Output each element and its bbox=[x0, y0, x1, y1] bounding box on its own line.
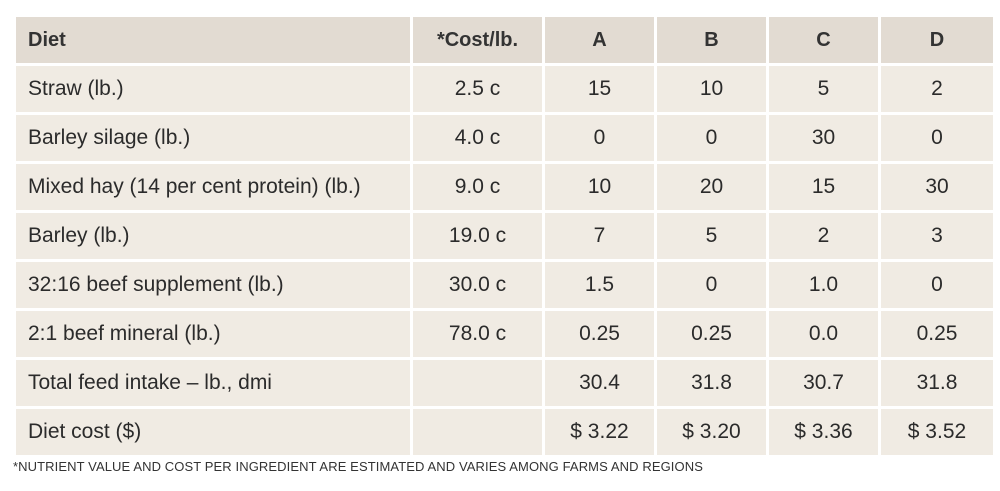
diet-name-label: Mixed hay (14 per cent protein) (lb.) bbox=[28, 175, 361, 198]
cost-per-lb-cell: 9.0 c bbox=[413, 164, 542, 210]
diet-name-label: Barley silage (lb.) bbox=[28, 126, 191, 149]
diet-c-value-cell: 15 bbox=[769, 164, 878, 210]
header-diet-d: D bbox=[881, 17, 993, 63]
diet-b-value-cell: 20 bbox=[657, 164, 766, 210]
diet-b-value-cell: 5 bbox=[657, 213, 766, 259]
table-row: 2:1 beef mineral (lb.) 78.0 c 0.25 0.25 0.0 0… bbox=[16, 311, 993, 357]
diet-c-value-cell: $ 3.36 bbox=[769, 409, 878, 455]
diet-a-value-cell: 7 bbox=[545, 213, 654, 259]
diet-c-value-cell: 2 bbox=[769, 213, 878, 259]
diet-a-value-cell: $ 3.22 bbox=[545, 409, 654, 455]
diet-d-value-cell: 2 bbox=[881, 66, 993, 112]
diet-name-cell: Barley silage (lb.) bbox=[16, 115, 410, 161]
cost-per-lb-cell bbox=[413, 360, 542, 406]
diet-a-value-cell: 0 bbox=[545, 115, 654, 161]
diet-name-cell: Total feed intake – lb., dmi bbox=[16, 360, 410, 406]
diet-a-value-cell: 15 bbox=[545, 66, 654, 112]
table-row: Total feed intake – lb., dmi 30.4 31.8 30.7… bbox=[16, 360, 993, 406]
footnote: *NUTRIENT VALUE AND COST PER INGREDIENT … bbox=[13, 459, 703, 474]
header-diet: Diet bbox=[16, 17, 410, 63]
diet-c-value-cell: 30 bbox=[769, 115, 878, 161]
diet-d-value-cell: 30 bbox=[881, 164, 993, 210]
header-diet-a: A bbox=[545, 17, 654, 63]
diet-c-value-cell: 1.0 bbox=[769, 262, 878, 308]
table-row: Mixed hay (14 per cent protein) (lb.) 9.0… bbox=[16, 164, 993, 210]
cost-per-lb-cell: 4.0 c bbox=[413, 115, 542, 161]
diet-d-value-cell: 0 bbox=[881, 115, 993, 161]
diet-a-value-cell: 0.25 bbox=[545, 311, 654, 357]
table-row: Barley silage (lb.) 4.0 c 0 0 30 0 bbox=[16, 115, 993, 161]
diet-name-label: Barley (lb.) bbox=[28, 224, 130, 247]
diet-d-value-cell: 0 bbox=[881, 262, 993, 308]
diet-name-cell: Mixed hay (14 per cent protein) (lb.) bbox=[16, 164, 410, 210]
cost-per-lb-cell: 78.0 c bbox=[413, 311, 542, 357]
diet-name-label: Diet cost ($) bbox=[28, 420, 142, 443]
diet-a-value-cell: 1.5 bbox=[545, 262, 654, 308]
table-row: 32:16 beef supplement (lb.) 30.0 c 1.5 0 1.0… bbox=[16, 262, 993, 308]
diet-name-cell: Diet cost ($) bbox=[16, 409, 410, 455]
header-diet-b: B bbox=[657, 17, 766, 63]
cost-per-lb-cell: 2.5 c bbox=[413, 66, 542, 112]
table-row: Straw (lb.) 2.5 c 15 10 5 2 bbox=[16, 66, 993, 112]
header-cost: *Cost/lb. bbox=[413, 17, 542, 63]
cost-per-lb-cell: 30.0 c bbox=[413, 262, 542, 308]
diet-c-value-cell: 0.0 bbox=[769, 311, 878, 357]
diet-name-label: Total feed intake – lb., dmi bbox=[28, 371, 272, 394]
diet-name-cell: 32:16 beef supplement (lb.) bbox=[16, 262, 410, 308]
diet-b-value-cell: $ 3.20 bbox=[657, 409, 766, 455]
diet-name-label: Straw (lb.) bbox=[28, 77, 124, 100]
diet-d-value-cell: $ 3.52 bbox=[881, 409, 993, 455]
diet-name-label: 32:16 beef supplement (lb.) bbox=[28, 273, 284, 296]
cost-per-lb-cell bbox=[413, 409, 542, 455]
diet-name-cell: Straw (lb.) bbox=[16, 66, 410, 112]
table-header-row: Diet *Cost/lb. A B C D bbox=[16, 17, 993, 63]
diet-name-cell: Barley (lb.) bbox=[16, 213, 410, 259]
cost-per-lb-cell: 19.0 c bbox=[413, 213, 542, 259]
table-row: Diet cost ($) $ 3.22 $ 3.20 $ 3.36 $ 3.52 bbox=[16, 409, 993, 455]
header-diet-label: Diet bbox=[28, 28, 66, 51]
diet-name-label: 2:1 beef mineral (lb.) bbox=[28, 322, 221, 345]
diet-c-value-cell: 5 bbox=[769, 66, 878, 112]
diet-b-value-cell: 0 bbox=[657, 262, 766, 308]
diet-c-value-cell: 30.7 bbox=[769, 360, 878, 406]
diet-b-value-cell: 0.25 bbox=[657, 311, 766, 357]
diet-a-value-cell: 30.4 bbox=[545, 360, 654, 406]
diet-b-value-cell: 0 bbox=[657, 115, 766, 161]
header-diet-c: C bbox=[769, 17, 878, 63]
diet-b-value-cell: 31.8 bbox=[657, 360, 766, 406]
diet-name-cell: 2:1 beef mineral (lb.) bbox=[16, 311, 410, 357]
diet-d-value-cell: 31.8 bbox=[881, 360, 993, 406]
diet-a-value-cell: 10 bbox=[545, 164, 654, 210]
diet-d-value-cell: 3 bbox=[881, 213, 993, 259]
diet-d-value-cell: 0.25 bbox=[881, 311, 993, 357]
diet-b-value-cell: 10 bbox=[657, 66, 766, 112]
